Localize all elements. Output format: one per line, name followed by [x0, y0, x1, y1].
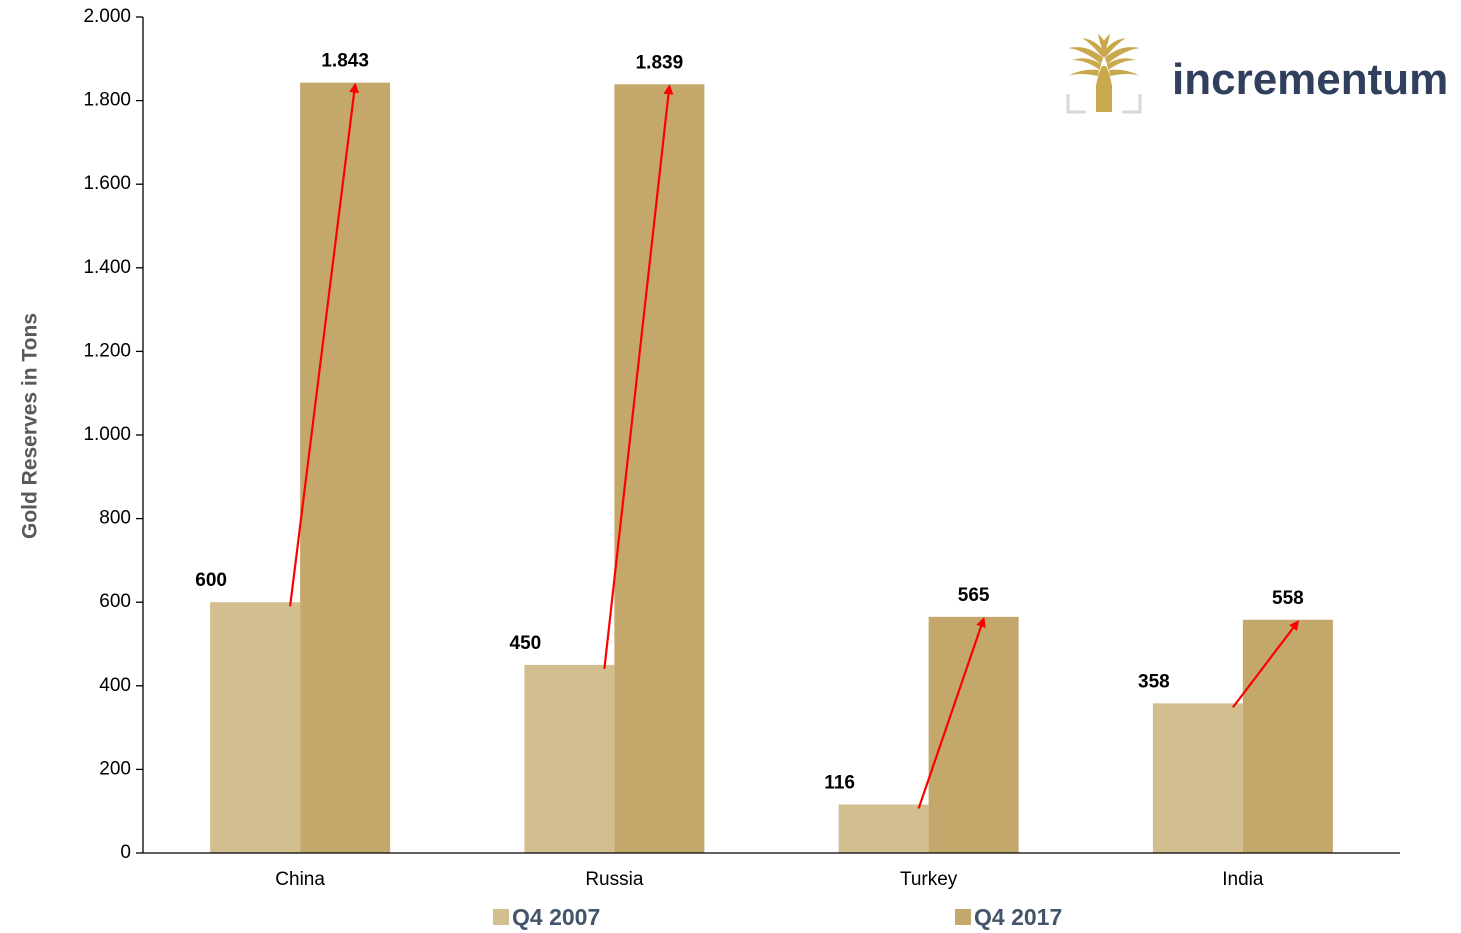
- brand-name: incrementum: [1172, 55, 1448, 104]
- y-tick-label: 0: [120, 842, 131, 863]
- y-tick-label: 800: [99, 508, 131, 529]
- bar-india-q4-2017: [1242, 619, 1333, 853]
- legend-label: Q4 2007: [512, 904, 600, 930]
- change-arrow: [289, 82, 360, 607]
- legend-label: Q4 2017: [974, 904, 1062, 930]
- bar-russia-q4-2007: [524, 664, 615, 853]
- bar-turkey-q4-2007: [838, 804, 929, 853]
- category-labels: China Russia Turkey India: [275, 869, 1264, 890]
- brand-logo: incrementum: [1066, 34, 1448, 114]
- category-label: Turkey: [900, 869, 958, 890]
- data-label: 565: [958, 585, 990, 606]
- bar-china-q4-2017: [300, 82, 391, 854]
- y-axis-ticks: 0 200 400 600 800 1.000 1.200 1.400 1.600 1.800 2.…: [83, 6, 143, 863]
- y-tick-label: 600: [99, 591, 131, 612]
- data-label: 358: [1138, 671, 1170, 692]
- data-label: 116: [824, 773, 855, 794]
- axes: [142, 17, 1400, 854]
- bar-russia-q4-2017: [614, 84, 705, 854]
- y-tick-label: 1.200: [83, 340, 131, 361]
- legend-swatch: [493, 909, 509, 925]
- y-tick-label: 200: [99, 758, 131, 779]
- y-tick-label: 1.000: [83, 424, 131, 445]
- bar-india-q4-2007: [1152, 703, 1243, 853]
- y-axis-title: Gold Reserves in Tons: [19, 313, 42, 539]
- category-label: China: [275, 869, 325, 890]
- change-arrow: [603, 84, 674, 670]
- legend-swatch: [955, 909, 971, 925]
- y-tick-label: 400: [99, 675, 131, 696]
- bars: [210, 82, 1333, 854]
- change-arrow: [1231, 620, 1300, 709]
- change-arrow: [917, 616, 986, 809]
- bar-turkey-q4-2017: [928, 616, 1019, 853]
- data-label: 450: [510, 633, 542, 654]
- y-tick-label: 2.000: [83, 6, 131, 27]
- legend: Q4 2007 Q4 2017: [493, 904, 1062, 930]
- bar-china-q4-2007: [210, 602, 301, 853]
- y-tick-label: 1.400: [83, 257, 131, 278]
- y-tick-label: 1.800: [83, 90, 131, 111]
- change-arrows: [289, 82, 1300, 809]
- data-label: 600: [195, 570, 227, 591]
- tree-logo-icon: [1066, 34, 1142, 114]
- y-tick-label: 1.600: [83, 173, 131, 194]
- category-label: Russia: [585, 869, 644, 890]
- category-label: India: [1222, 869, 1264, 890]
- data-label: 1.839: [636, 52, 684, 73]
- data-labels: 600 1.843 450 1.839 116 565 358 558: [195, 51, 1303, 794]
- data-label: 558: [1272, 588, 1304, 609]
- data-label: 1.843: [321, 51, 369, 72]
